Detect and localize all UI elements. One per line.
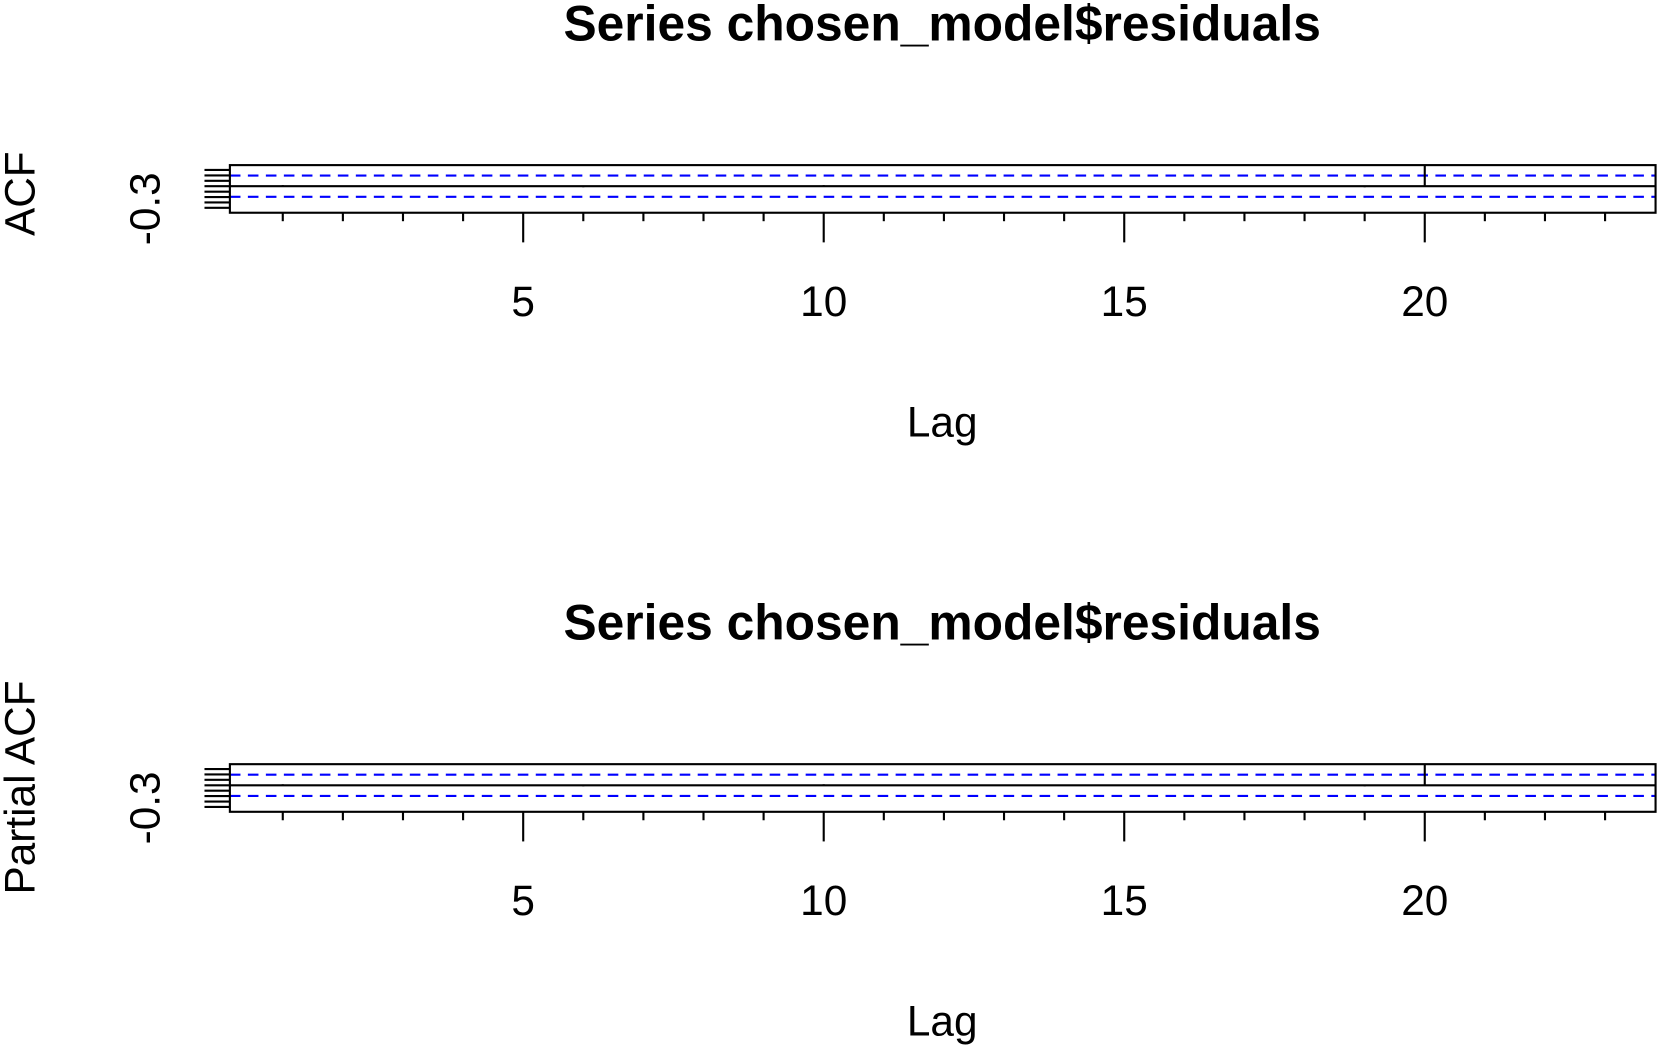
x-tick-label: 5 (511, 877, 535, 924)
x-axis-label: Lag (907, 998, 978, 1045)
spikes (281, 165, 1607, 188)
plot-frame (228, 763, 1657, 813)
x-tick-label: 15 (1101, 877, 1148, 924)
y-axis-label: ACF (0, 151, 44, 236)
x-tick-label: 5 (511, 278, 535, 325)
panel: Series chosen_model$residuals Lag ACF 5 10 15… (0, 0, 1657, 446)
chart-title: Series chosen_model$residuals (563, 595, 1320, 651)
y-tick-label: -0.3 (122, 771, 169, 844)
x-axis-label: Lag (907, 399, 978, 446)
x-tick-label: 10 (800, 877, 847, 924)
x-tick-label: 15 (1101, 278, 1148, 325)
x-tick-label: 20 (1401, 278, 1448, 325)
y-tick-label: -0.3 (122, 172, 169, 245)
plot-frame (228, 164, 1657, 214)
spikes (281, 764, 1607, 787)
panel: Series chosen_model$residuals Lag Partial … (0, 595, 1657, 1045)
y-axis-label: Partial ACF (0, 680, 44, 894)
chart-title: Series chosen_model$residuals (563, 0, 1320, 52)
x-tick-label: 20 (1401, 877, 1448, 924)
x-tick-label: 10 (800, 278, 847, 325)
